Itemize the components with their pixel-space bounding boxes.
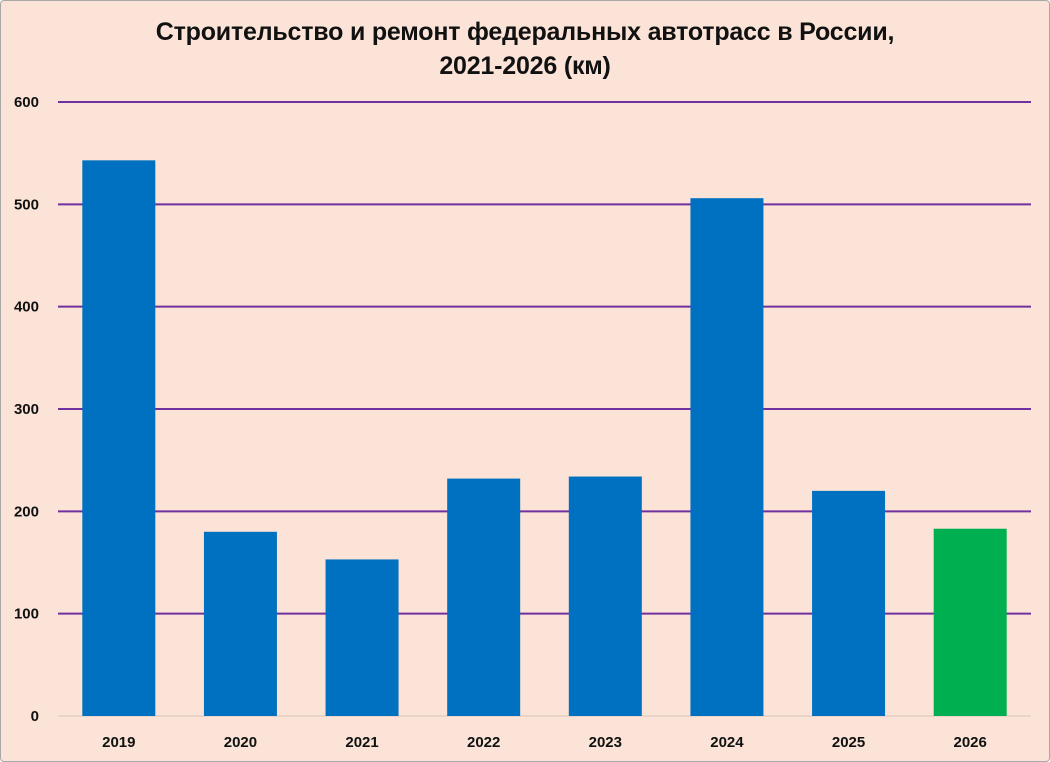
- bar-2023: [568, 476, 642, 716]
- y-tick-label-0: 0: [31, 708, 39, 725]
- x-tick-label-2020: 2020: [224, 734, 257, 751]
- x-tick-label-2026: 2026: [954, 734, 987, 751]
- chart-title-line-2: 2021-2026 (км): [439, 52, 611, 80]
- y-tick-label-600: 600: [14, 94, 39, 111]
- y-tick-label-100: 100: [14, 606, 39, 623]
- bar-2025: [812, 490, 886, 716]
- x-tick-label-2022: 2022: [467, 734, 500, 751]
- bar-2024: [690, 198, 764, 716]
- x-tick-label-2023: 2023: [589, 734, 622, 751]
- y-tick-label-200: 200: [14, 503, 39, 520]
- y-tick-label-300: 300: [14, 401, 39, 418]
- x-tick-label-2025: 2025: [832, 734, 865, 751]
- chart-title: Строительство и ремонт федеральных автот…: [1, 15, 1049, 83]
- bar-2020: [203, 531, 277, 716]
- x-tick-label-2024: 2024: [710, 734, 744, 751]
- y-tick-label-500: 500: [14, 196, 39, 213]
- y-tick-label-400: 400: [14, 299, 39, 316]
- chart-title-line-1: Строительство и ремонт федеральных автот…: [155, 18, 895, 46]
- bar-2021: [325, 559, 399, 716]
- x-tick-label-2021: 2021: [345, 734, 378, 751]
- bar-2022: [447, 478, 521, 716]
- bar-2019: [82, 160, 156, 716]
- bar-2026: [933, 528, 1007, 716]
- x-tick-label-2019: 2019: [102, 734, 135, 751]
